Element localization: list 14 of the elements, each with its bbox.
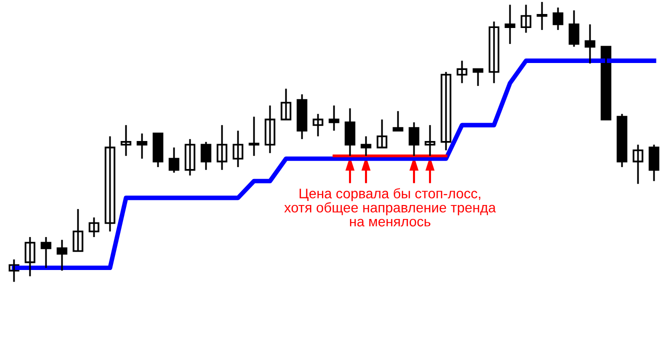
candlestick	[424, 124, 436, 157]
annotation: Цена сорвала бы стоп-лосс, хотя общее направление тренда на менялось	[284, 188, 496, 226]
candlestick	[392, 110, 404, 132]
candlestick	[536, 1, 548, 31]
candlestick	[248, 116, 260, 157]
candlestick	[360, 135, 372, 157]
candlestick	[600, 46, 612, 120]
candlestick	[88, 216, 100, 238]
candlestick	[504, 4, 516, 45]
candlestick	[136, 132, 148, 160]
candlestick	[472, 68, 484, 87]
candlestick	[312, 113, 324, 138]
candlestick	[120, 124, 132, 157]
candlestick	[328, 104, 340, 132]
